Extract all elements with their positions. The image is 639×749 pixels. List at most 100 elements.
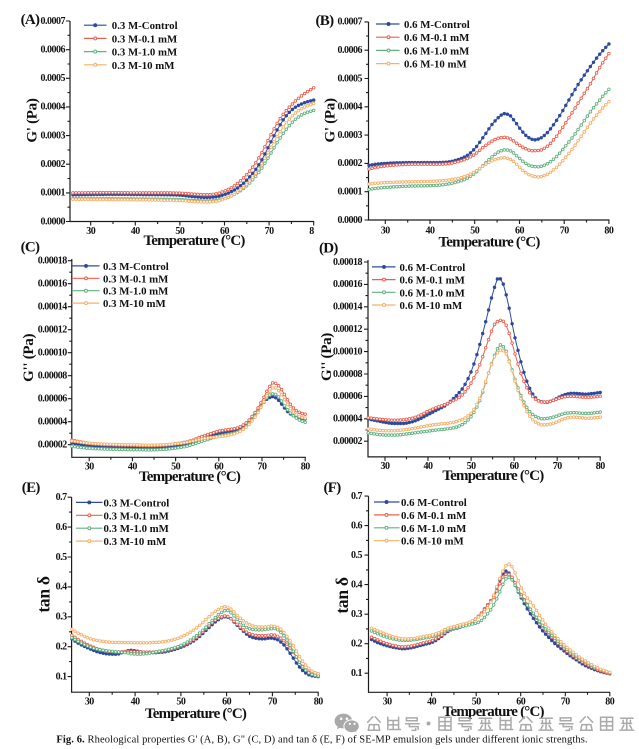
svg-text:0.4: 0.4 bbox=[56, 582, 68, 593]
svg-text:80: 80 bbox=[604, 225, 614, 236]
svg-text:0.00002: 0.00002 bbox=[333, 436, 363, 447]
svg-text:30: 30 bbox=[85, 697, 95, 708]
svg-text:0.3 M-0.1 mM: 0.3 M-0.1 mM bbox=[104, 510, 169, 522]
svg-text:0.00018: 0.00018 bbox=[38, 256, 68, 267]
svg-text:0.3 M-Control: 0.3 M-Control bbox=[104, 497, 170, 509]
svg-text:60: 60 bbox=[510, 461, 520, 472]
svg-text:30: 30 bbox=[381, 225, 391, 236]
svg-text:0.6 M-Control: 0.6 M-Control bbox=[404, 19, 470, 31]
svg-text:40: 40 bbox=[131, 697, 141, 708]
svg-text:0.00006: 0.00006 bbox=[333, 391, 363, 402]
svg-text:0.6 M-0.1 mM: 0.6 M-0.1 mM bbox=[404, 32, 469, 44]
svg-text:0.3 M-1.0 mM: 0.3 M-1.0 mM bbox=[112, 47, 177, 59]
svg-text:0.00018: 0.00018 bbox=[333, 257, 363, 268]
svg-text:0.0000: 0.0000 bbox=[41, 216, 66, 227]
svg-text:0.00010: 0.00010 bbox=[333, 346, 363, 357]
svg-text:tan δ: tan δ bbox=[34, 576, 54, 612]
svg-text:40: 40 bbox=[424, 461, 434, 472]
svg-text:40: 40 bbox=[427, 697, 437, 708]
svg-text:0.6 M-10 mM: 0.6 M-10 mM bbox=[400, 300, 463, 312]
svg-text:0.0002: 0.0002 bbox=[338, 158, 363, 169]
svg-text:0.0001: 0.0001 bbox=[41, 188, 66, 199]
svg-text:0.7: 0.7 bbox=[351, 491, 363, 502]
svg-text:0.3 M-Control: 0.3 M-Control bbox=[103, 261, 169, 273]
svg-text:0.6 M-Control: 0.6 M-Control bbox=[400, 262, 466, 274]
svg-text:0.3 M-10 mM: 0.3 M-10 mM bbox=[104, 536, 167, 548]
svg-text:0.00004: 0.00004 bbox=[38, 417, 68, 428]
svg-text:0.6: 0.6 bbox=[351, 520, 363, 531]
svg-text:0.3 M-10 mM: 0.3 M-10 mM bbox=[103, 298, 166, 310]
svg-text:0.3 M-10 mM: 0.3 M-10 mM bbox=[112, 60, 175, 72]
svg-text:0.6 M-1.0 mM: 0.6 M-1.0 mM bbox=[400, 287, 465, 299]
svg-text:30: 30 bbox=[85, 462, 95, 473]
svg-text:50: 50 bbox=[171, 462, 181, 473]
svg-text:40: 40 bbox=[128, 462, 138, 473]
svg-text:70: 70 bbox=[258, 462, 268, 473]
svg-text:0.0007: 0.0007 bbox=[338, 17, 363, 28]
svg-text:(B): (B) bbox=[316, 13, 335, 29]
svg-text:50: 50 bbox=[176, 697, 186, 708]
svg-text:8: 8 bbox=[309, 226, 314, 237]
svg-text:30: 30 bbox=[86, 226, 96, 237]
svg-text:70: 70 bbox=[265, 226, 275, 237]
svg-text:Temperature (°C): Temperature (°C) bbox=[438, 234, 540, 250]
svg-text:0.0004: 0.0004 bbox=[338, 102, 363, 113]
svg-text:0.6: 0.6 bbox=[56, 522, 68, 533]
svg-text:Temperature (°C): Temperature (°C) bbox=[139, 469, 241, 485]
svg-text:0.00016: 0.00016 bbox=[333, 279, 363, 290]
svg-text:0.2: 0.2 bbox=[56, 642, 68, 653]
svg-text:0.0001: 0.0001 bbox=[338, 187, 363, 198]
svg-text:0.00010: 0.00010 bbox=[38, 348, 68, 359]
svg-text:50: 50 bbox=[467, 461, 477, 472]
svg-text:0.0006: 0.0006 bbox=[41, 45, 66, 56]
svg-text:0.5: 0.5 bbox=[351, 550, 363, 561]
svg-text:0.6 M-10 mM: 0.6 M-10 mM bbox=[404, 59, 467, 71]
svg-text:0.0002: 0.0002 bbox=[41, 159, 66, 170]
svg-text:0.00002: 0.00002 bbox=[38, 440, 68, 451]
svg-text:0.00014: 0.00014 bbox=[333, 302, 363, 313]
svg-text:(E): (E) bbox=[22, 480, 41, 496]
svg-text:0.00004: 0.00004 bbox=[333, 414, 363, 425]
svg-text:0.00012: 0.00012 bbox=[333, 324, 363, 335]
svg-text:70: 70 bbox=[268, 697, 278, 708]
svg-text:Fig. 6. Rheological properties: Fig. 6. Rheological properties G' (A, B)… bbox=[56, 735, 587, 746]
svg-text:0.1: 0.1 bbox=[351, 668, 363, 679]
svg-text:0.00012: 0.00012 bbox=[38, 325, 68, 336]
svg-text:0.3: 0.3 bbox=[56, 612, 68, 623]
svg-text:80: 80 bbox=[314, 697, 324, 708]
svg-text:G' (Pa): G' (Pa) bbox=[25, 98, 41, 142]
svg-text:G'' (Pa): G'' (Pa) bbox=[319, 333, 335, 381]
svg-text:tan δ: tan δ bbox=[332, 577, 352, 613]
svg-text:0.2: 0.2 bbox=[351, 639, 363, 650]
svg-text:0.0005: 0.0005 bbox=[338, 73, 363, 84]
svg-text:70: 70 bbox=[560, 225, 570, 236]
svg-text:80: 80 bbox=[301, 462, 311, 473]
svg-text:0.3: 0.3 bbox=[351, 609, 363, 620]
svg-text:60: 60 bbox=[214, 462, 224, 473]
svg-text:Temperature (°C): Temperature (°C) bbox=[442, 468, 544, 484]
svg-text:30: 30 bbox=[383, 697, 393, 708]
svg-text:G'' (Pa): G'' (Pa) bbox=[21, 333, 37, 381]
svg-text:70: 70 bbox=[553, 461, 563, 472]
svg-text:0.7: 0.7 bbox=[56, 492, 68, 503]
svg-text:0.3 M-0.1 mM: 0.3 M-0.1 mM bbox=[112, 33, 177, 45]
svg-text:0.1: 0.1 bbox=[56, 671, 68, 682]
svg-text:60: 60 bbox=[516, 697, 526, 708]
svg-text:G' (Pa): G' (Pa) bbox=[322, 98, 338, 142]
svg-text:0.00016: 0.00016 bbox=[38, 279, 68, 290]
svg-text:0.3 M-0.1 mM: 0.3 M-0.1 mM bbox=[103, 273, 168, 285]
svg-text:0.3 M-Control: 0.3 M-Control bbox=[112, 20, 178, 32]
svg-text:80: 80 bbox=[605, 697, 615, 708]
svg-text:50: 50 bbox=[175, 226, 185, 237]
svg-text:60: 60 bbox=[515, 225, 525, 236]
svg-text:0.0003: 0.0003 bbox=[338, 130, 363, 141]
svg-text:0.6 M-0.1 mM: 0.6 M-0.1 mM bbox=[400, 275, 465, 287]
svg-text:60: 60 bbox=[220, 226, 230, 237]
svg-text:Temperature (°C): Temperature (°C) bbox=[145, 706, 247, 722]
svg-text:50: 50 bbox=[470, 225, 480, 236]
svg-text:0.6 M-Control: 0.6 M-Control bbox=[401, 497, 467, 509]
svg-text:0.0007: 0.0007 bbox=[41, 16, 66, 27]
svg-text:0.0005: 0.0005 bbox=[41, 73, 66, 84]
svg-text:0.00014: 0.00014 bbox=[38, 302, 68, 313]
svg-text:(A): (A) bbox=[21, 12, 40, 28]
